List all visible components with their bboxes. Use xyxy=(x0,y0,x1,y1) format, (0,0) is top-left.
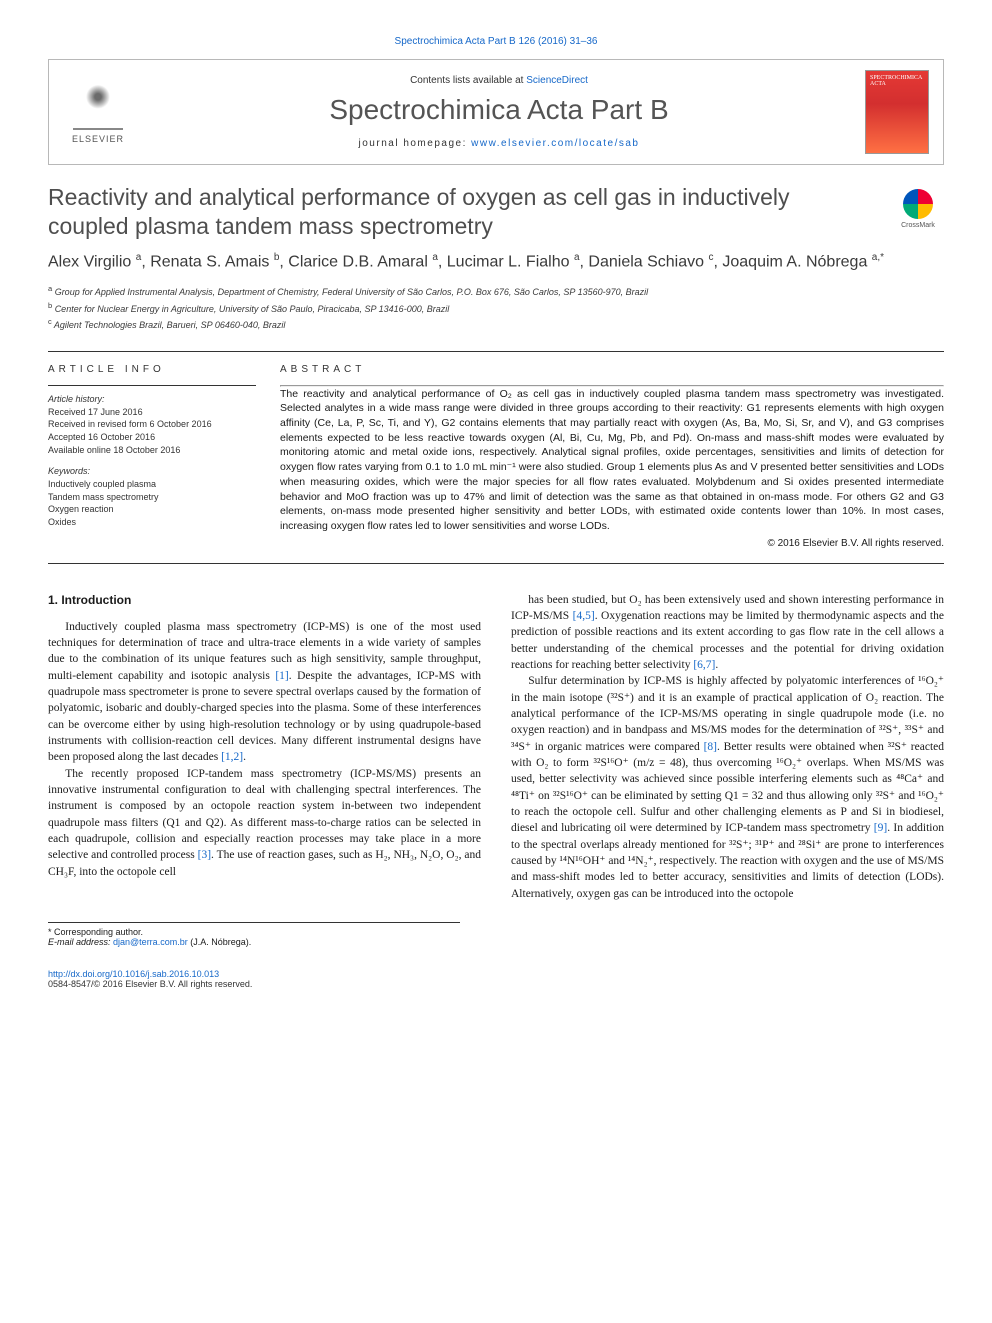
corresponding-email[interactable]: djan@terra.com.br xyxy=(113,937,188,947)
citation-header[interactable]: Spectrochimica Acta Part B 126 (2016) 31… xyxy=(48,36,944,47)
page-footer: http://dx.doi.org/10.1016/j.sab.2016.10.… xyxy=(48,969,944,989)
journal-name: Spectrochimica Acta Part B xyxy=(133,94,865,126)
article-info-heading: ARTICLE INFO xyxy=(48,364,256,375)
journal-header-box: ELSEVIER Contents lists available at Sci… xyxy=(48,59,944,165)
header-center: Contents lists available at ScienceDirec… xyxy=(133,75,865,149)
paper-title: Reactivity and analytical performance of… xyxy=(48,183,874,241)
affiliations: a Group for Applied Instrumental Analysi… xyxy=(48,283,944,333)
corresponding-name: (J.A. Nóbrega). xyxy=(188,937,252,947)
homepage-prefix: journal homepage: xyxy=(359,138,472,149)
article-info-column: ARTICLE INFO Article history: Received 1… xyxy=(48,364,256,549)
body-p3: has been studied, but O₂ has been extens… xyxy=(511,592,944,674)
corresponding-author-block: * Corresponding author. E-mail address: … xyxy=(48,922,460,947)
rule-top xyxy=(48,351,944,352)
cover-label: SPECTROCHIMICA ACTA xyxy=(870,75,922,87)
homepage-url[interactable]: www.elsevier.com/locate/sab xyxy=(471,138,639,149)
crossmark-icon xyxy=(903,189,933,219)
history-label: Article history: xyxy=(48,394,256,404)
body-columns: 1. Introduction Inductively coupled plas… xyxy=(48,592,944,902)
email-label: E-mail address: xyxy=(48,937,113,947)
keywords-label: Keywords: xyxy=(48,466,256,476)
abstract-copyright: © 2016 Elsevier B.V. All rights reserved… xyxy=(280,538,944,549)
body-p2: The recently proposed ICP-tandem mass sp… xyxy=(48,766,481,880)
contents-prefix: Contents lists available at xyxy=(410,75,526,86)
elsevier-tree-icon xyxy=(73,80,123,130)
homepage-line: journal homepage: www.elsevier.com/locat… xyxy=(133,138,865,149)
elsevier-logo[interactable]: ELSEVIER xyxy=(63,73,133,151)
info-rule xyxy=(48,385,256,386)
doi-link[interactable]: http://dx.doi.org/10.1016/j.sab.2016.10.… xyxy=(48,969,219,979)
contents-line: Contents lists available at ScienceDirec… xyxy=(133,75,865,86)
rule-bottom xyxy=(48,563,944,564)
abstract-text: The reactivity and analytical performanc… xyxy=(280,387,944,534)
publisher-name: ELSEVIER xyxy=(72,134,124,144)
affiliation-c: Agilent Technologies Brazil, Barueri, SP… xyxy=(54,320,285,330)
keywords-text: Inductively coupled plasmaTandem mass sp… xyxy=(48,478,256,528)
abstract-column: ABSTRACT The reactivity and analytical p… xyxy=(280,364,944,549)
history-text: Received 17 June 2016Received in revised… xyxy=(48,406,256,456)
abstract-heading: ABSTRACT xyxy=(280,364,944,375)
journal-cover-thumbnail[interactable]: SPECTROCHIMICA ACTA xyxy=(865,70,929,154)
issn-copyright: 0584-8547/© 2016 Elsevier B.V. All right… xyxy=(48,979,944,989)
body-p1: Inductively coupled plasma mass spectrom… xyxy=(48,619,481,766)
body-p4: Sulfur determination by ICP-MS is highly… xyxy=(511,673,944,902)
authors-line: Alex Virgilio a, Renata S. Amais b, Clar… xyxy=(48,251,944,274)
crossmark-label: CrossMark xyxy=(901,222,935,229)
corresponding-label: * Corresponding author. xyxy=(48,927,460,937)
section-1-heading: 1. Introduction xyxy=(48,592,481,609)
affiliation-b: Center for Nuclear Energy in Agriculture… xyxy=(55,304,450,314)
affiliation-a: Group for Applied Instrumental Analysis,… xyxy=(55,287,648,297)
sciencedirect-link[interactable]: ScienceDirect xyxy=(526,75,588,86)
crossmark-badge[interactable]: CrossMark xyxy=(892,183,944,235)
